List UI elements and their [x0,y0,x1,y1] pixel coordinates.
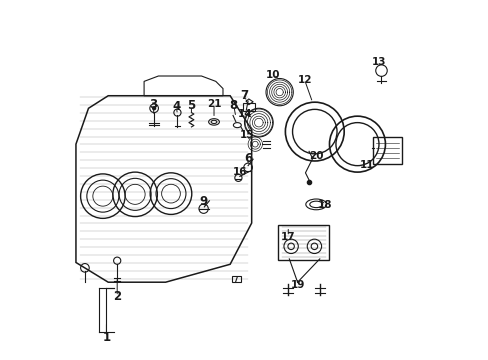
Text: 11: 11 [360,160,374,170]
Text: 3: 3 [149,98,157,111]
Text: 1: 1 [102,330,110,343]
Text: 5: 5 [187,99,195,112]
Text: 19: 19 [290,280,304,290]
Text: 8: 8 [229,99,237,112]
Text: 6: 6 [244,152,252,165]
Text: 15: 15 [239,130,253,140]
Text: 21: 21 [206,99,221,109]
Text: 10: 10 [265,70,280,80]
Text: 2: 2 [113,290,121,303]
Circle shape [152,106,156,111]
Text: 20: 20 [308,150,323,161]
Text: 18: 18 [318,200,332,210]
Text: 13: 13 [371,57,386,67]
Text: 16: 16 [232,167,247,177]
Text: 17: 17 [281,232,295,242]
Text: 9: 9 [199,195,207,208]
Text: 7: 7 [240,89,248,102]
Text: 12: 12 [297,75,311,85]
Text: 14: 14 [238,109,252,119]
Text: 4: 4 [172,100,180,113]
